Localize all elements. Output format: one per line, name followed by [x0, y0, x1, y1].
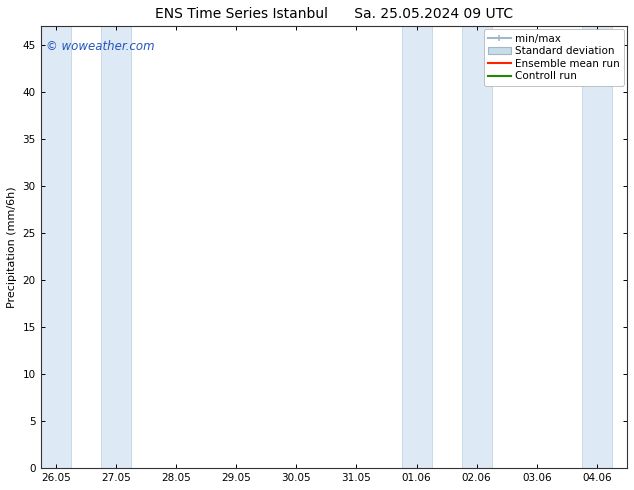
Legend: min/max, Standard deviation, Ensemble mean run, Controll run: min/max, Standard deviation, Ensemble me… [484, 29, 624, 86]
Title: ENS Time Series Istanbul      Sa. 25.05.2024 09 UTC: ENS Time Series Istanbul Sa. 25.05.2024 … [155, 7, 513, 21]
Bar [101, 26, 131, 468]
Y-axis label: Precipitation (mm/6h): Precipitation (mm/6h) [7, 186, 17, 308]
Bar [462, 26, 492, 468]
Text: © woweather.com: © woweather.com [46, 40, 155, 52]
Bar [401, 26, 432, 468]
Bar [582, 26, 612, 468]
Bar [41, 26, 70, 468]
